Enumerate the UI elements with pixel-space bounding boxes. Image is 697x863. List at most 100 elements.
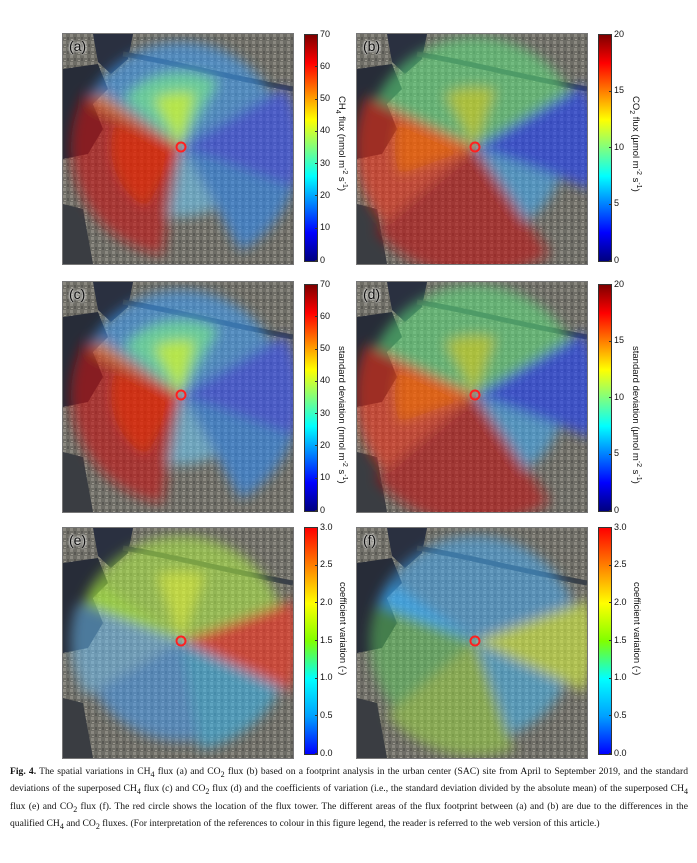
colorbar-co2-flux — [598, 34, 612, 262]
colorbar-tick-label: 2.5 — [320, 559, 333, 570]
colorbar-ch4-cv — [304, 527, 318, 755]
colorbar-tick-label: 1.5 — [614, 634, 627, 645]
footprint-sector — [181, 335, 293, 436]
colorbar-tick-label: 50 — [320, 343, 331, 354]
colorbar-tick-label: 3.0 — [614, 521, 627, 532]
footprint-sector — [87, 583, 181, 641]
map-image-c — [63, 282, 293, 512]
colorbar-tick — [609, 564, 612, 566]
map-panel-a: (a) — [62, 33, 294, 265]
colorbar-title: coefficient variation (-) — [631, 582, 642, 676]
colorbar-tick-label: 30 — [320, 407, 331, 418]
caption-text: fluxes. (For interpretation of the refer… — [99, 817, 600, 829]
colorbar-tick — [609, 397, 612, 398]
colorbar-tick — [609, 677, 612, 679]
caption-text: flux (d) and the coefficients of variati… — [209, 783, 684, 795]
dark-area — [63, 204, 93, 264]
footprint-sector — [111, 371, 181, 456]
caption-sub: 2 — [220, 769, 225, 779]
colorbar-tick — [609, 284, 612, 285]
footprint-sector — [181, 600, 293, 692]
colorbar-tick — [609, 260, 612, 261]
colorbar-tick-label: 70 — [320, 278, 331, 289]
colorbar-tick-label: 10 — [614, 141, 625, 152]
colorbar-title: standard deviation (µmol m-2 s-1) — [629, 346, 642, 484]
colorbar-ch4-flux — [304, 34, 318, 262]
footprint-sector — [381, 583, 475, 641]
colorbar-tick — [609, 453, 612, 455]
flux-tower-marker — [469, 389, 481, 401]
colorbar-tick-label: 10 — [320, 472, 331, 483]
colorbar-tick-label: 3.0 — [320, 521, 333, 532]
panel-label-c: (c) — [69, 286, 86, 302]
footprint-sector — [386, 641, 515, 757]
colorbar-title: standard deviation (nmol m-2 s-1) — [335, 346, 348, 484]
footprint-sector — [375, 147, 550, 264]
colorbar-tick-label: 5 — [614, 448, 620, 458]
colorbar-tick — [609, 640, 612, 641]
caption-text: flux (c) and CO — [140, 783, 206, 795]
colorbar-tick-label: 60 — [320, 310, 331, 321]
caption-sub: 2 — [205, 787, 210, 797]
colorbar-tick — [315, 715, 318, 717]
caption-text: flux (b) based on a footprint analysis i… — [10, 766, 688, 795]
colorbar-ch4-sd — [304, 284, 318, 512]
flux-tower-marker — [175, 635, 187, 647]
colorbar-tick — [315, 677, 318, 679]
caption-sub: 4 — [684, 787, 688, 797]
colorbar-tick — [315, 602, 318, 604]
colorbar-tick-label: 0.5 — [320, 709, 333, 720]
figure-caption: Fig. 4. The spatial variations in CH4 fl… — [10, 765, 688, 834]
footprint-sector — [153, 92, 196, 147]
caption-text: flux (f). The red circle shows the locat… — [10, 800, 688, 829]
footprint-sector — [90, 337, 181, 395]
map-image-a — [63, 34, 293, 264]
map-image-e — [63, 528, 293, 758]
footprint-sector — [90, 89, 181, 147]
footprint-sector — [475, 600, 587, 692]
footprint-sector — [475, 332, 587, 436]
dark-area — [357, 204, 387, 264]
panel-label-f: (f) — [363, 532, 377, 548]
colorbar-tick — [315, 316, 318, 318]
footprint-sector — [475, 147, 560, 221]
map-panel-f: (f) — [356, 527, 588, 759]
flux-tower-marker — [469, 141, 481, 153]
footprint-sector — [181, 641, 281, 750]
colorbar-tick — [609, 203, 612, 205]
colorbar-tick-label: 1.5 — [320, 634, 333, 645]
map-panel-d: (d) — [356, 281, 588, 513]
flux-tower-marker — [175, 141, 187, 153]
colorbar-tick-label: 0.0 — [320, 747, 333, 758]
footprint-sector — [181, 87, 293, 188]
caption-text: and CO — [63, 817, 96, 829]
footprint-sector — [445, 86, 496, 147]
colorbar-tick — [315, 66, 318, 68]
colorbar-tick — [315, 527, 318, 528]
footprint-sector — [181, 395, 293, 499]
colorbar-tick — [315, 130, 318, 132]
flux-tower-marker — [469, 635, 481, 647]
map-image-d — [357, 282, 587, 512]
bay-water — [387, 528, 427, 568]
colorbar-tick — [609, 527, 612, 528]
colorbar-tick-label: 20 — [614, 278, 625, 289]
colorbar-tick — [315, 260, 318, 261]
colorbar-tick-label: 10 — [614, 391, 625, 402]
caption-sub: 2 — [95, 821, 100, 831]
footprint-sector — [475, 395, 560, 469]
map-image-f — [357, 528, 587, 758]
figure-label: Fig. 4. — [10, 766, 37, 777]
colorbar-tick — [609, 34, 612, 35]
colorbar-tick-label: 40 — [320, 125, 331, 136]
panel-label-e: (e) — [69, 532, 87, 548]
footprint-sector — [394, 367, 475, 423]
colorbar-tick — [315, 163, 318, 165]
footprint-sector — [153, 340, 196, 395]
colorbar-tick — [315, 510, 318, 511]
footprint-sector — [394, 119, 475, 175]
flux-footprint-overlay — [70, 290, 293, 504]
colorbar-tick — [609, 340, 612, 342]
colorbar-title: CH4 flux (nmol m-2 s-1) — [333, 96, 348, 192]
colorbar-tick-label: 40 — [320, 375, 331, 386]
